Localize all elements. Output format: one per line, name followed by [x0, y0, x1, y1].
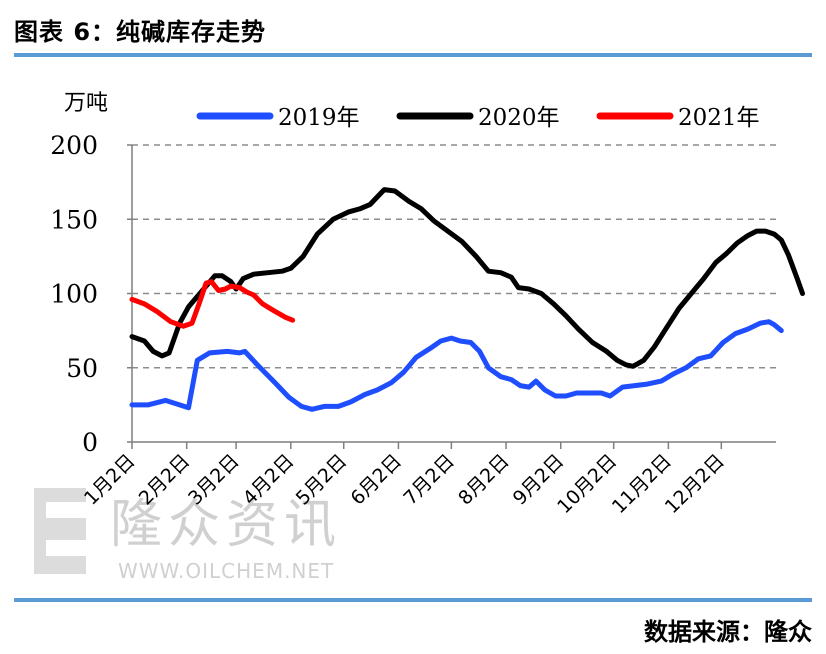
watermark-name: 隆众资讯 [110, 495, 342, 555]
series-line-2 [129, 279, 296, 329]
figure-title: 图表 6：纯碱库存走势 [14, 18, 267, 46]
watermark-url: WWW.OILCHEM.NET [118, 559, 334, 583]
legend-label-1: 2020年 [478, 105, 560, 131]
x-tick-label: 10月2日 [553, 450, 621, 518]
series-line-0 [129, 319, 784, 412]
legend: 2019年 2020年 2021年 [196, 105, 760, 131]
watermark-logo [34, 488, 86, 574]
x-tick-label: 12月2日 [661, 450, 729, 518]
watermark-logo-slot [46, 540, 86, 556]
y-tick-label: 100 [50, 280, 98, 309]
legend-label-0: 2019年 [278, 105, 360, 131]
watermark-logo-slot [46, 502, 86, 518]
bottom-rule [14, 598, 812, 602]
series-line-1 [129, 187, 805, 369]
watermark: 隆众资讯 WWW.OILCHEM.NET [34, 488, 342, 583]
x-tick-label: 7月2日 [399, 450, 459, 510]
y-tick-label: 50 [66, 354, 98, 383]
axes [127, 144, 776, 449]
y-tick-label: 200 [50, 131, 98, 160]
y-unit-label: 万吨 [64, 91, 108, 116]
legend-label-2: 2021年 [678, 105, 760, 131]
x-tick-label: 6月2日 [346, 450, 406, 510]
y-tick-labels: 0 50 100 150 200 [50, 131, 98, 457]
y-tick-label: 0 [82, 428, 98, 457]
series-lines [129, 187, 805, 412]
top-rule [14, 53, 812, 57]
y-tick-label: 150 [50, 205, 98, 234]
source-note: 数据来源：隆众 [644, 618, 812, 646]
grid [132, 144, 776, 369]
x-tick-label: 8月2日 [454, 450, 514, 510]
